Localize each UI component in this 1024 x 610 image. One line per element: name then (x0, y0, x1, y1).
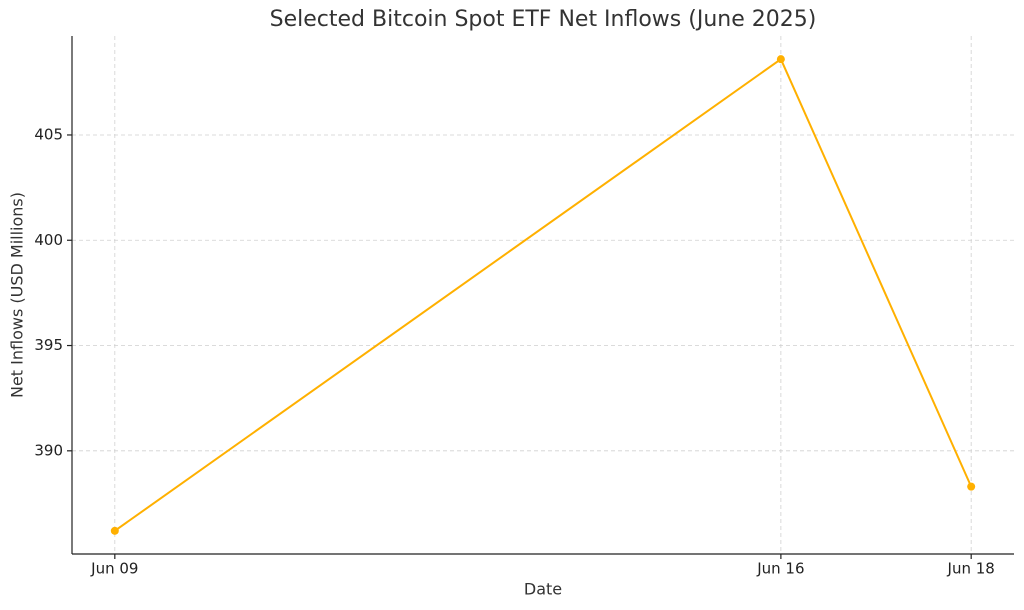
y-tick-label: 405 (34, 125, 63, 143)
data-point (110, 526, 119, 535)
x-tick-label: Jun 16 (756, 560, 804, 578)
y-tick-label: 395 (34, 336, 63, 354)
x-tick-label: Jun 09 (90, 560, 138, 578)
y-axis-label: Net Inflows (USD Millions) (8, 192, 27, 398)
data-point (967, 482, 976, 491)
y-tick-label: 400 (34, 231, 63, 249)
y-tick-label: 390 (34, 441, 63, 459)
chart-title: Selected Bitcoin Spot ETF Net Inflows (J… (270, 7, 817, 32)
x-axis-label: Date (524, 580, 562, 599)
series-line (114, 57, 973, 532)
x-tick-label: Jun 18 (947, 560, 995, 578)
data-point (776, 55, 785, 64)
